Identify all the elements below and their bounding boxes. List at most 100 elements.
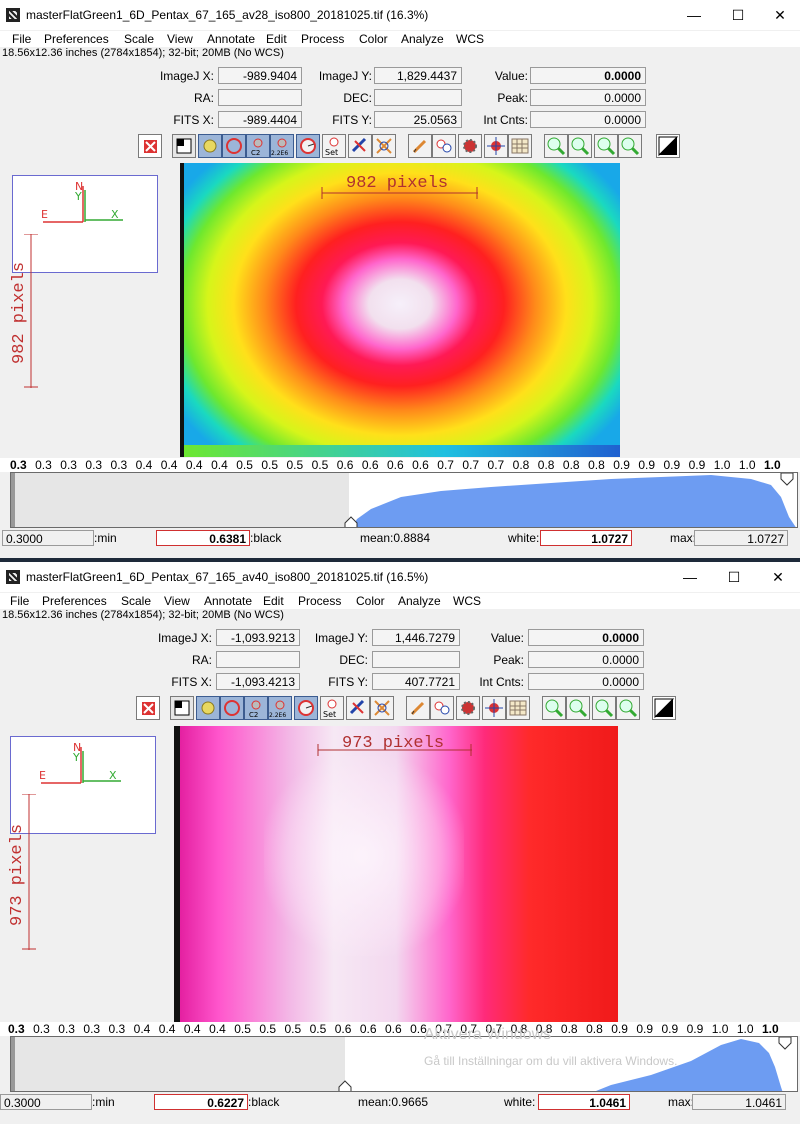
pencil-icon[interactable]: [408, 134, 432, 158]
fits-x-label: FITS X:: [171, 675, 212, 689]
c2-icon[interactable]: C2: [244, 696, 268, 720]
menu-preferences[interactable]: Preferences: [42, 594, 107, 608]
auto-icon[interactable]: [198, 134, 222, 158]
2e6-icon[interactable]: 2.2E6: [270, 134, 294, 158]
menu-file[interactable]: File: [10, 594, 30, 608]
menu-analyze[interactable]: Analyze: [401, 32, 444, 46]
menu-color[interactable]: Color: [359, 32, 388, 46]
zoom-out-icon[interactable]: [594, 134, 618, 158]
target-icon[interactable]: [482, 696, 506, 720]
menu-file[interactable]: File: [12, 32, 32, 46]
circle-icon[interactable]: [222, 134, 246, 158]
max-field[interactable]: 1.0727: [694, 530, 788, 546]
svg-text:C2: C2: [251, 149, 260, 157]
close-image-icon[interactable]: [136, 696, 160, 720]
menu-view[interactable]: View: [167, 32, 193, 46]
target-icon[interactable]: [484, 134, 508, 158]
set-icon[interactable]: Set: [322, 134, 346, 158]
histogram-clipped-region: [11, 473, 349, 527]
min-field[interactable]: 0.3000: [2, 530, 94, 546]
white-field[interactable]: 1.0461: [538, 1094, 630, 1110]
zoom-100-icon[interactable]: [616, 696, 640, 720]
image-canvas[interactable]: 973 pixels: [174, 726, 618, 1022]
menu-wcs[interactable]: WCS: [453, 594, 481, 608]
menu-wcs[interactable]: WCS: [456, 32, 484, 46]
menu-annotate[interactable]: Annotate: [204, 594, 253, 608]
image-bright-center: [264, 756, 464, 956]
zoom-fit-icon[interactable]: [566, 696, 590, 720]
menu-annotate[interactable]: Annotate: [207, 32, 256, 46]
maximize-button[interactable]: ☐: [731, 7, 745, 23]
white-level-marker[interactable]: [777, 1036, 793, 1051]
menu-process[interactable]: Process: [298, 594, 342, 608]
tick-label: 0.6: [336, 458, 354, 472]
zoom-100-icon[interactable]: [618, 134, 642, 158]
min-field[interactable]: 0.3000: [0, 1094, 92, 1110]
zoom-fit-icon[interactable]: [568, 134, 592, 158]
max-field[interactable]: 1.0461: [692, 1094, 786, 1110]
tick-label: 0.7: [462, 458, 480, 472]
swap-icon[interactable]: [348, 134, 372, 158]
menu-process[interactable]: Process: [301, 32, 345, 46]
tick-label: 0.9: [638, 458, 656, 472]
vertical-scale-label: 982 pixels: [10, 261, 29, 364]
close-image-icon[interactable]: [138, 134, 162, 158]
annotate-icon[interactable]: [372, 134, 396, 158]
c2-icon[interactable]: C2: [246, 134, 270, 158]
menu-scale[interactable]: Scale: [121, 594, 152, 608]
close-button[interactable]: ✕: [774, 7, 786, 23]
tick-label: 0.7: [485, 1022, 503, 1036]
zoom-out-icon[interactable]: [592, 696, 616, 720]
swap-icon[interactable]: [346, 696, 370, 720]
menu-color[interactable]: Color: [356, 594, 385, 608]
fits-y-label: FITS Y:: [332, 113, 372, 127]
menu-edit[interactable]: Edit: [266, 32, 287, 46]
white-level-marker[interactable]: [779, 472, 795, 487]
auto-icon[interactable]: [196, 696, 220, 720]
gear-icon[interactable]: [456, 696, 480, 720]
histogram[interactable]: [10, 472, 798, 528]
set-icon[interactable]: Set: [320, 696, 344, 720]
black-field[interactable]: 0.6381: [156, 530, 250, 546]
white-field[interactable]: 1.0727: [540, 530, 632, 546]
black-level-marker[interactable]: [337, 1079, 353, 1092]
invert-icon[interactable]: [172, 134, 196, 158]
table-icon[interactable]: [506, 696, 530, 720]
contrast-icon[interactable]: [656, 134, 680, 158]
pie-icon[interactable]: [294, 696, 318, 720]
black-level-marker[interactable]: [343, 515, 359, 528]
menu-scale[interactable]: Scale: [124, 32, 155, 46]
close-button[interactable]: ✕: [772, 569, 784, 585]
maximize-button[interactable]: ☐: [727, 569, 741, 585]
table-icon[interactable]: [508, 134, 532, 158]
circle-icon[interactable]: [220, 696, 244, 720]
pie-icon[interactable]: [296, 134, 320, 158]
zoom-in-icon[interactable]: [542, 696, 566, 720]
peak-label: Peak:: [497, 91, 528, 105]
pencil-icon[interactable]: [406, 696, 430, 720]
minimize-button[interactable]: —: [687, 7, 701, 23]
compass-e: E: [39, 769, 46, 782]
pixel-icon[interactable]: [432, 134, 456, 158]
minimize-button[interactable]: —: [683, 569, 697, 585]
image-info: 18.56x12.36 inches (2784x1854); 32-bit; …: [2, 47, 284, 59]
tick-label: 0.9: [636, 1022, 654, 1036]
image-canvas[interactable]: 982 pixels: [180, 163, 620, 457]
menu-preferences[interactable]: Preferences: [44, 32, 109, 46]
tick-label: 0.7: [435, 1022, 452, 1036]
histogram[interactable]: [10, 1036, 798, 1092]
gear-icon[interactable]: [458, 134, 482, 158]
annotate-icon[interactable]: [370, 696, 394, 720]
tick-label: 0.8: [586, 1022, 603, 1036]
activation-watermark-text: Gå till Inställningar om du vill aktiver…: [424, 1054, 678, 1068]
black-field[interactable]: 0.6227: [154, 1094, 248, 1110]
menu-analyze[interactable]: Analyze: [398, 594, 441, 608]
pixel-icon[interactable]: [430, 696, 454, 720]
2e6-icon[interactable]: 2.2E6: [268, 696, 292, 720]
invert-icon[interactable]: [170, 696, 194, 720]
contrast-icon[interactable]: [652, 696, 676, 720]
zoom-in-icon[interactable]: [544, 134, 568, 158]
menu-view[interactable]: View: [164, 594, 190, 608]
menu-edit[interactable]: Edit: [263, 594, 284, 608]
histogram-left-edge: [11, 1037, 15, 1091]
